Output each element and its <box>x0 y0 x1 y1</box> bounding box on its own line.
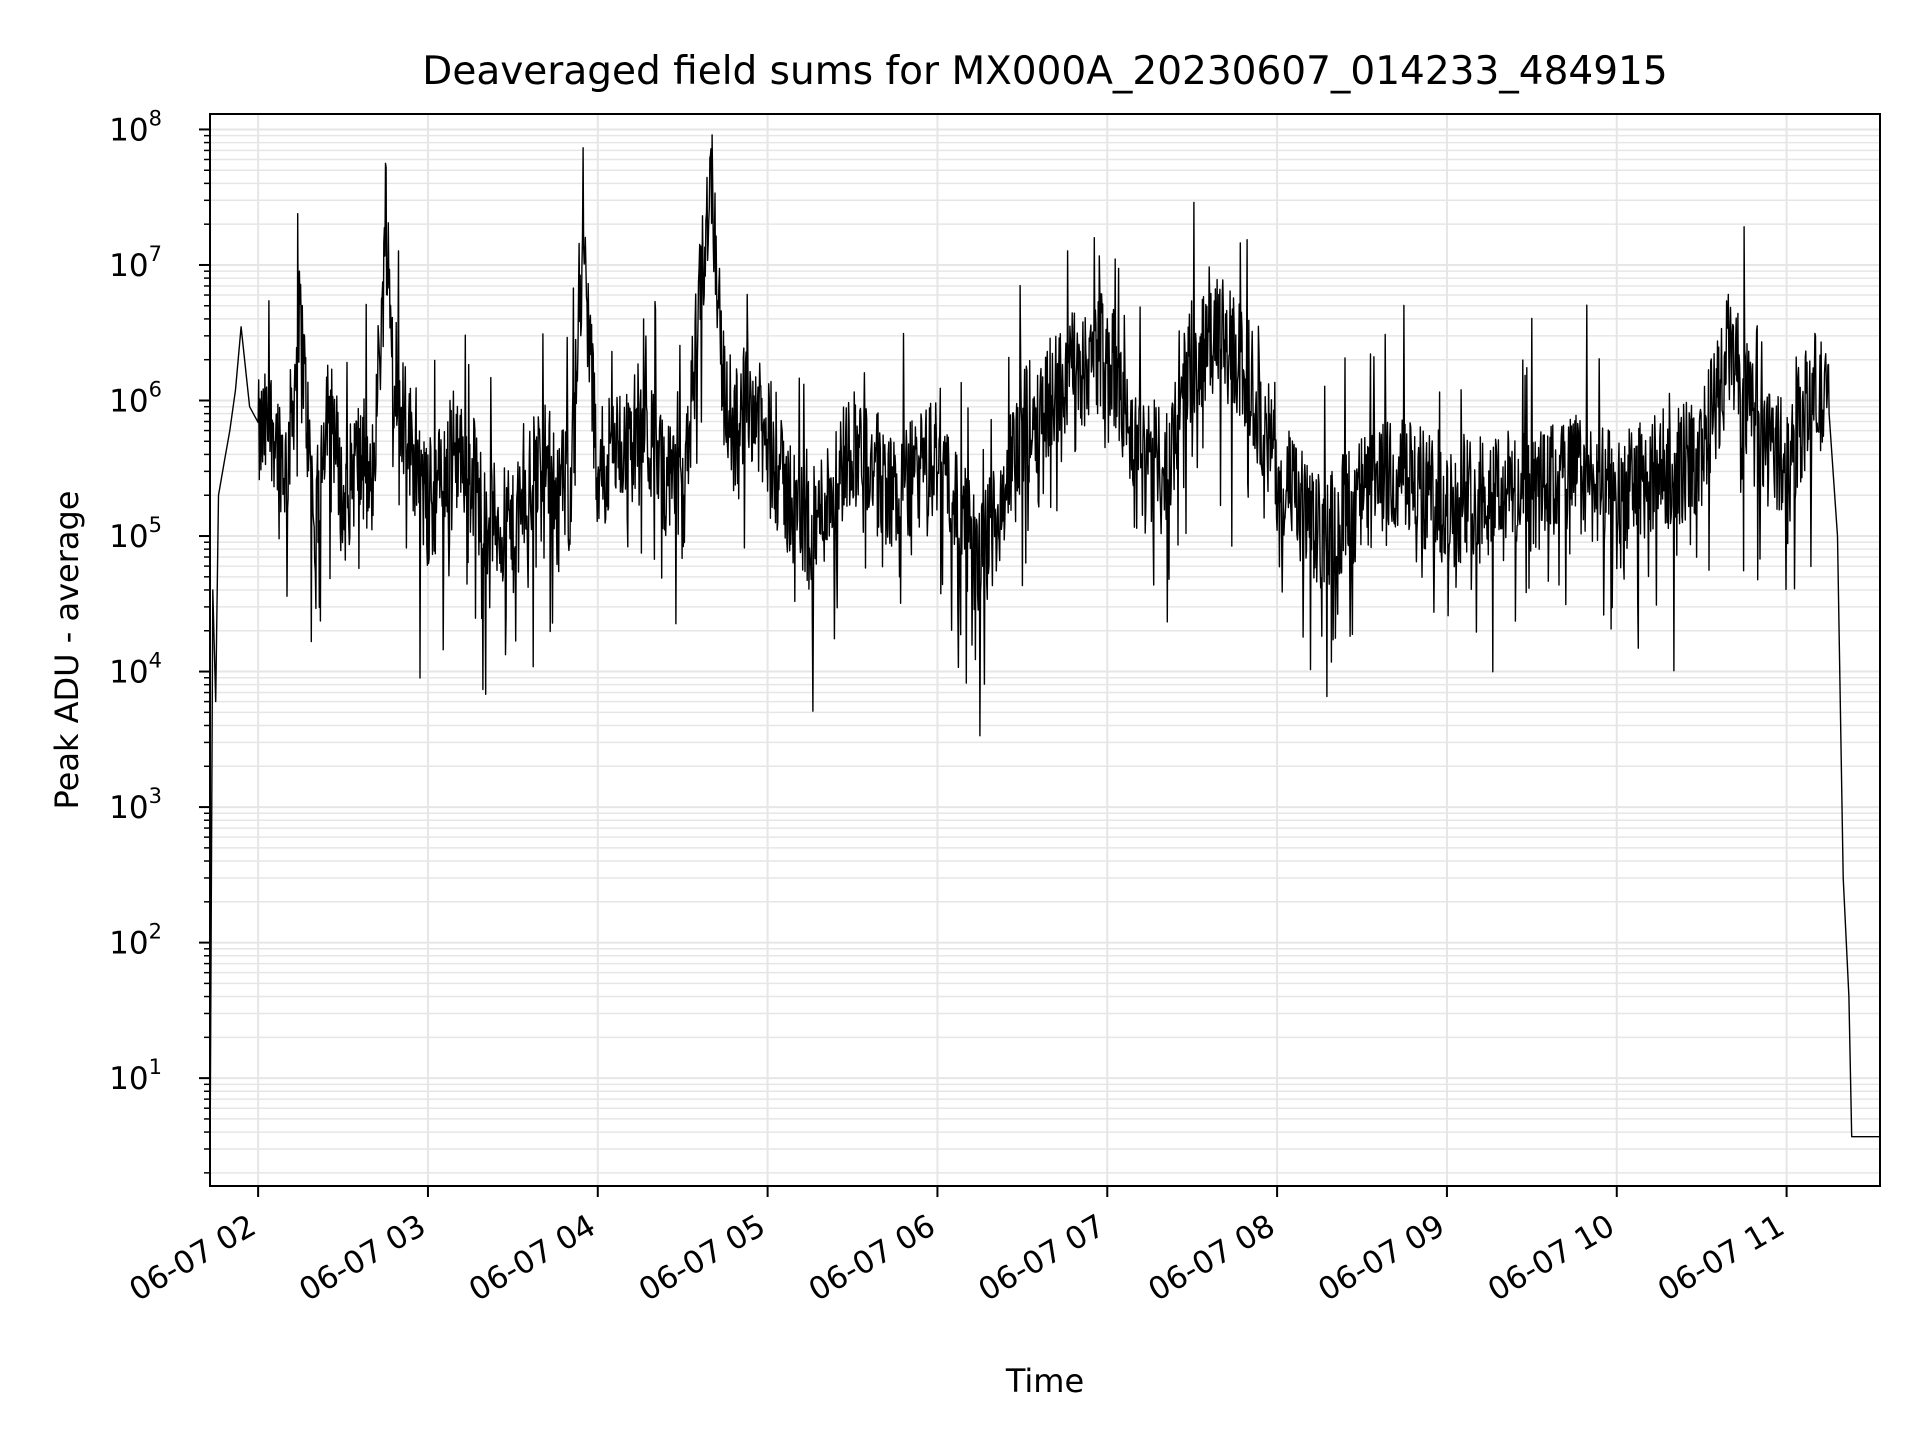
y-tick-label: 108 <box>109 106 162 148</box>
y-tick-label: 107 <box>109 242 162 284</box>
grid <box>210 114 1880 1186</box>
series-line <box>209 134 1880 1173</box>
y-tick-label: 106 <box>109 377 162 419</box>
chart-title: Deaveraged field sums for MX000A_2023060… <box>422 49 1667 94</box>
y-axis-label: Peak ADU - average <box>48 491 86 810</box>
y-tick-label: 105 <box>109 513 162 555</box>
plot-area-background <box>210 114 1880 1186</box>
y-tick-label: 101 <box>109 1055 162 1097</box>
y-tick-label: 104 <box>109 649 162 691</box>
x-axis-label: Time <box>1005 1362 1084 1400</box>
y-tick-label: 102 <box>109 920 162 962</box>
data-layer <box>209 134 1880 1173</box>
y-tick-label: 103 <box>109 784 162 826</box>
plot-frame <box>209 113 1881 1187</box>
